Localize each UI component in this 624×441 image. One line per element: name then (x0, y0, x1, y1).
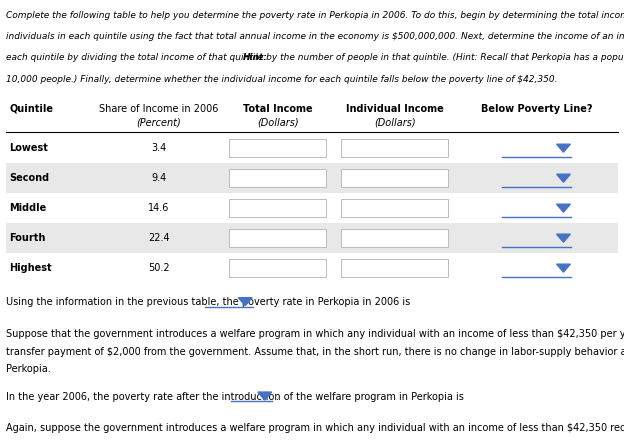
Polygon shape (557, 144, 570, 152)
Text: Second: Second (9, 173, 49, 183)
Bar (229, 139, 326, 157)
Text: Suppose that the government introduces a welfare program in which any individual: Suppose that the government introduces a… (6, 329, 624, 339)
Bar (6, 193, 618, 223)
Polygon shape (258, 392, 271, 400)
Bar (6, 223, 618, 253)
Polygon shape (557, 174, 570, 182)
Bar (341, 199, 448, 217)
Bar (341, 259, 448, 277)
Text: .: . (256, 297, 260, 307)
Bar (6, 133, 618, 163)
Bar (341, 229, 448, 247)
Text: Fourth: Fourth (9, 233, 46, 243)
Text: individuals in each quintile using the fact that total annual income in the econ: individuals in each quintile using the f… (6, 32, 624, 41)
Bar (341, 139, 448, 157)
Text: Below Poverty Line?: Below Poverty Line? (481, 104, 592, 114)
Text: Perkopia.: Perkopia. (6, 364, 51, 374)
Text: 14.6: 14.6 (149, 203, 170, 213)
Text: Highest: Highest (9, 263, 52, 273)
Text: transfer payment of $2,000 from the government. Assume that, in the short run, t: transfer payment of $2,000 from the gove… (6, 347, 624, 357)
Text: Hint:: Hint: (243, 53, 268, 62)
Bar (341, 169, 448, 187)
Text: Middle: Middle (9, 203, 47, 213)
Text: (Dollars): (Dollars) (374, 118, 416, 128)
Polygon shape (238, 298, 252, 306)
Bar (229, 259, 326, 277)
Text: 22.4: 22.4 (149, 233, 170, 243)
Polygon shape (557, 234, 570, 242)
Text: Total Income: Total Income (243, 104, 313, 114)
Polygon shape (557, 204, 570, 212)
Text: Individual Income: Individual Income (346, 104, 444, 114)
Text: Share of Income in 2006: Share of Income in 2006 (99, 104, 219, 114)
Bar (229, 169, 326, 187)
Text: (Percent): (Percent) (137, 118, 182, 128)
Text: 9.4: 9.4 (152, 173, 167, 183)
Text: Using the information in the previous table, the poverty rate in Perkopia in 200: Using the information in the previous ta… (6, 297, 411, 307)
Text: 10,000 people.) Finally, determine whether the individual income for each quinti: 10,000 people.) Finally, determine wheth… (6, 75, 558, 83)
Text: In the year 2006, the poverty rate after the introduction of the welfare program: In the year 2006, the poverty rate after… (6, 392, 464, 402)
Text: each quintile by dividing the total income of that quintile by the number of peo: each quintile by dividing the total inco… (6, 53, 624, 62)
Text: (Dollars): (Dollars) (257, 118, 298, 128)
Text: 50.2: 50.2 (149, 263, 170, 273)
Text: Quintile: Quintile (9, 104, 54, 114)
Text: 3.4: 3.4 (152, 143, 167, 153)
Text: .: . (276, 392, 279, 402)
Text: Complete the following table to help you determine the poverty rate in Perkopia : Complete the following table to help you… (6, 11, 624, 20)
Text: Again, suppose the government introduces a welfare program in which any individu: Again, suppose the government introduces… (6, 423, 624, 434)
Polygon shape (557, 264, 570, 272)
Text: Lowest: Lowest (9, 143, 48, 153)
Bar (6, 163, 618, 193)
Bar (229, 199, 326, 217)
Bar (229, 229, 326, 247)
Bar (6, 253, 618, 283)
